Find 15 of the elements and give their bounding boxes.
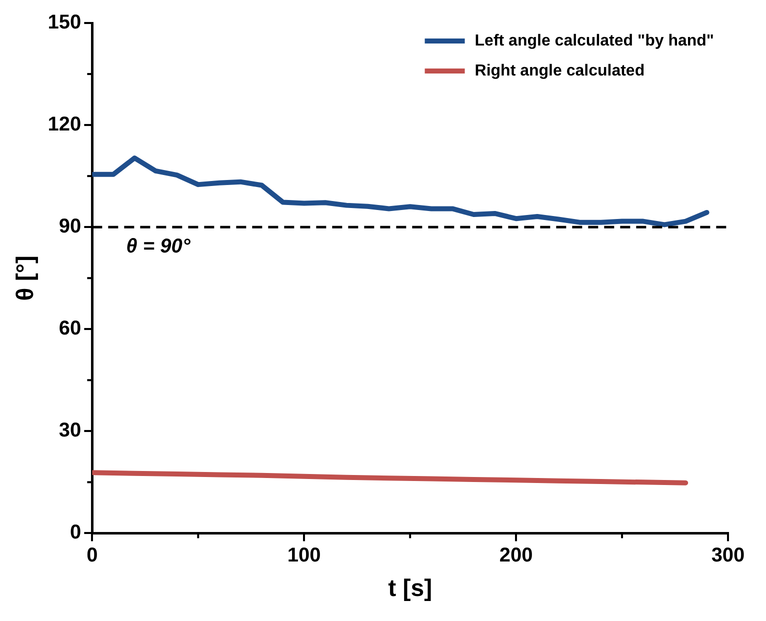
x-axis-title: t [s]	[388, 575, 432, 602]
y-tick-label: 120	[48, 114, 82, 136]
x-tick-label: 200	[499, 544, 533, 567]
y-tick-label: 30	[58, 420, 82, 442]
y-tick-label: 0	[70, 522, 82, 544]
y-tick-label: 90	[58, 216, 82, 238]
legend-label: Left angle calculated "by hand"	[474, 32, 714, 50]
x-tick-label: 300	[711, 544, 745, 567]
legend-label: Right angle calculated	[474, 62, 645, 80]
y-tick-label: 150	[48, 12, 82, 34]
x-tick-label: 0	[86, 544, 98, 567]
y-axis-title: θ [°]	[12, 255, 40, 301]
x-tick-label: 100	[287, 544, 321, 567]
ref-line-label: θ = 90°	[126, 236, 192, 258]
y-tick-label: 60	[58, 318, 82, 340]
